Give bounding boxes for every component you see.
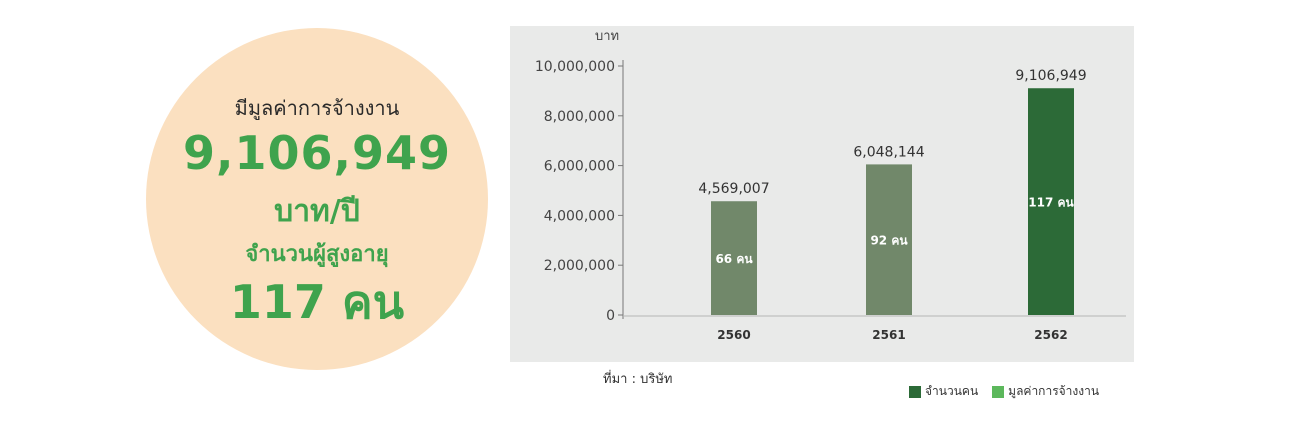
bar-2561: [866, 164, 912, 315]
summary-circle: มีมูลค่าการจ้างงาน 9,106,949 บาท/ปี จำนว…: [146, 28, 488, 370]
y-axis-title: บาท: [595, 29, 619, 44]
legend-label-value: มูลค่าการจ้างงาน: [1008, 384, 1100, 398]
legend-item-value: มูลค่าการจ้างงาน: [992, 382, 1099, 401]
bar-inner-label: 92 คน: [870, 234, 908, 248]
chart-source: ที่มา : บริษัท: [603, 372, 673, 387]
summary-amount: 9,106,949: [183, 126, 451, 180]
bar-value-label: 4,569,007: [698, 181, 769, 197]
bar-inner-label: 117 คน: [1028, 196, 1074, 210]
y-tick-label: 2,000,000: [544, 258, 615, 274]
bar-value-label: 9,106,949: [1015, 68, 1086, 84]
chart-legend: จำนวนคน มูลค่าการจ้างงาน: [909, 382, 1113, 401]
y-tick-label: 4,000,000: [544, 208, 615, 224]
summary-label: มีมูลค่าการจ้างงาน: [234, 96, 400, 120]
x-category-label: 2561: [872, 328, 905, 342]
y-tick-label: 8,000,000: [544, 109, 615, 125]
x-category-label: 2562: [1034, 328, 1067, 342]
legend-label-count: จำนวนคน: [925, 384, 979, 398]
legend-swatch-dark: [909, 385, 921, 398]
bar-2562: [1028, 88, 1074, 315]
summary-people-label: จำนวนผู้สูงอายุ: [245, 242, 389, 267]
y-tick-label: 6,000,000: [544, 159, 615, 175]
legend-item-count: จำนวนคน: [909, 382, 978, 401]
y-tick-label: 0: [606, 308, 615, 324]
summary-unit: บาท/ปี: [274, 194, 360, 229]
x-category-label: 2560: [717, 328, 750, 342]
bar-2560: [711, 201, 757, 315]
legend-swatch-light: [992, 385, 1005, 398]
y-tick-label: 10,000,000: [535, 59, 615, 75]
bar-value-label: 6,048,144: [853, 144, 924, 160]
bar-inner-label: 66 คน: [715, 252, 753, 266]
chart-panel: บาท 0 2,000,000 4,000,000 6,000,000 8,000,000…: [510, 26, 1134, 362]
bar-chart: บาท 0 2,000,000 4,000,000 6,000,000 8,000,000…: [535, 29, 1126, 342]
summary-people: 117 คน: [229, 275, 405, 329]
